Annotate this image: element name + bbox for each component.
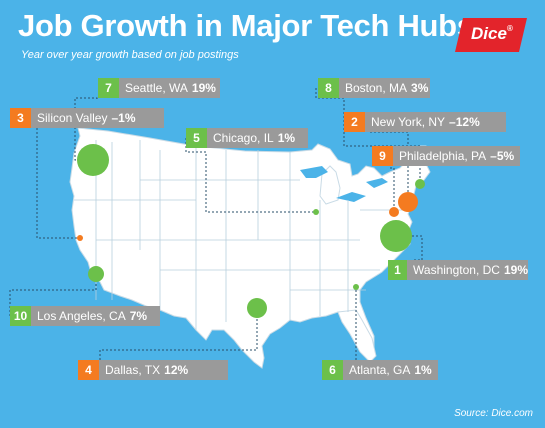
- label-silicon-valley: 3 Silicon Valley –1%: [10, 108, 164, 128]
- great-lakes: [300, 166, 388, 202]
- city-name: Chicago, IL: [213, 131, 274, 145]
- city-change: 1%: [277, 131, 296, 145]
- label-seattle: 7 Seattle, WA 19%: [98, 78, 220, 98]
- label-box: Chicago, IL 1%: [207, 128, 308, 148]
- rank-badge: 2: [344, 112, 365, 132]
- leader-line-silicon-valley: [36, 128, 80, 239]
- bubble-seattle: [77, 144, 109, 176]
- label-box: Philadelphia, PA –5%: [393, 146, 520, 166]
- city-name: Dallas, TX: [105, 363, 161, 377]
- bubble-atlanta: [353, 284, 359, 290]
- label-box: Seattle, WA 19%: [119, 78, 220, 98]
- leader-line-seattle: [74, 97, 98, 161]
- city-change: –5%: [490, 149, 515, 163]
- city-change: 1%: [414, 363, 432, 377]
- rank-badge: 10: [10, 306, 31, 326]
- bubble-chicago: [313, 209, 319, 215]
- logo-text: Dice®: [471, 24, 513, 44]
- bubble-new-york: [398, 192, 418, 212]
- leader-line-dallas: [99, 308, 258, 360]
- logo-word: Dice: [471, 24, 507, 43]
- city-change: –12%: [449, 115, 480, 129]
- city-name: Los Angeles, CA: [37, 309, 126, 323]
- city-name: Philadelphia, PA: [399, 149, 487, 163]
- label-box: Boston, MA 3%: [339, 78, 430, 98]
- source-note: Source: Dice.com: [454, 408, 533, 419]
- label-chicago: 5 Chicago, IL 1%: [186, 128, 308, 148]
- city-name: Boston, MA: [345, 81, 408, 95]
- bubble-silicon-valley: [77, 235, 83, 241]
- dice-logo: Dice®: [455, 18, 527, 52]
- label-washington: 1 Washington, DC 19%: [388, 260, 528, 280]
- city-name: Seattle, WA: [125, 81, 188, 95]
- label-box: Los Angeles, CA 7%: [31, 306, 160, 326]
- state-borders: [74, 140, 412, 330]
- rank-badge: 1: [388, 260, 408, 280]
- label-box: New York, NY –12%: [365, 112, 506, 132]
- city-change: 19%: [503, 263, 528, 277]
- label-philadelphia: 9 Philadelphia, PA –5%: [372, 146, 520, 166]
- label-dallas: 4 Dallas, TX 12%: [78, 360, 228, 380]
- rank-badge: 9: [372, 146, 393, 166]
- florida-landmass: [337, 309, 377, 363]
- city-change: 12%: [164, 363, 189, 377]
- city-name: Washington, DC: [413, 263, 500, 277]
- city-name: Atlanta, GA: [349, 363, 411, 377]
- bubble-philadelphia: [389, 207, 399, 217]
- leader-line-philadelphia: [390, 167, 395, 210]
- city-change: –1%: [111, 111, 136, 125]
- label-new-york: 2 New York, NY –12%: [344, 112, 506, 132]
- label-box: Washington, DC 19%: [407, 260, 528, 280]
- page-subtitle: Year over year growth based on job posti…: [21, 49, 239, 61]
- bubble-los-angeles: [88, 266, 104, 282]
- city-change: 3%: [411, 81, 429, 95]
- label-box: Dallas, TX 12%: [99, 360, 228, 380]
- label-atlanta: 6 Atlanta, GA 1%: [322, 360, 438, 380]
- logo-badge-icon: [455, 18, 527, 52]
- rank-badge: 6: [322, 360, 343, 380]
- city-name: New York, NY: [371, 115, 446, 129]
- city-change: 19%: [191, 81, 216, 95]
- rank-badge: 3: [10, 108, 31, 128]
- bubble-boston: [415, 179, 425, 189]
- michigan-landmass: [319, 165, 341, 205]
- city-name: Silicon Valley: [37, 111, 108, 125]
- page-title: Job Growth in Major Tech Hubs: [18, 8, 474, 43]
- logo-registered-mark: ®: [506, 24, 513, 33]
- rank-badge: 7: [98, 78, 119, 98]
- label-los-angeles: 10 Los Angeles, CA 7%: [10, 306, 160, 326]
- city-bubbles: [77, 144, 425, 318]
- rank-badge: 4: [78, 360, 99, 380]
- rank-badge: 8: [318, 78, 339, 98]
- bubble-dallas: [247, 298, 267, 318]
- label-boston: 8 Boston, MA 3%: [318, 78, 430, 98]
- leader-line-new-york: [370, 131, 409, 202]
- city-change: 7%: [129, 309, 148, 323]
- rank-badge: 5: [186, 128, 207, 148]
- label-box: Silicon Valley –1%: [31, 108, 164, 128]
- label-box: Atlanta, GA 1%: [343, 360, 438, 380]
- bubble-washington: [380, 220, 412, 252]
